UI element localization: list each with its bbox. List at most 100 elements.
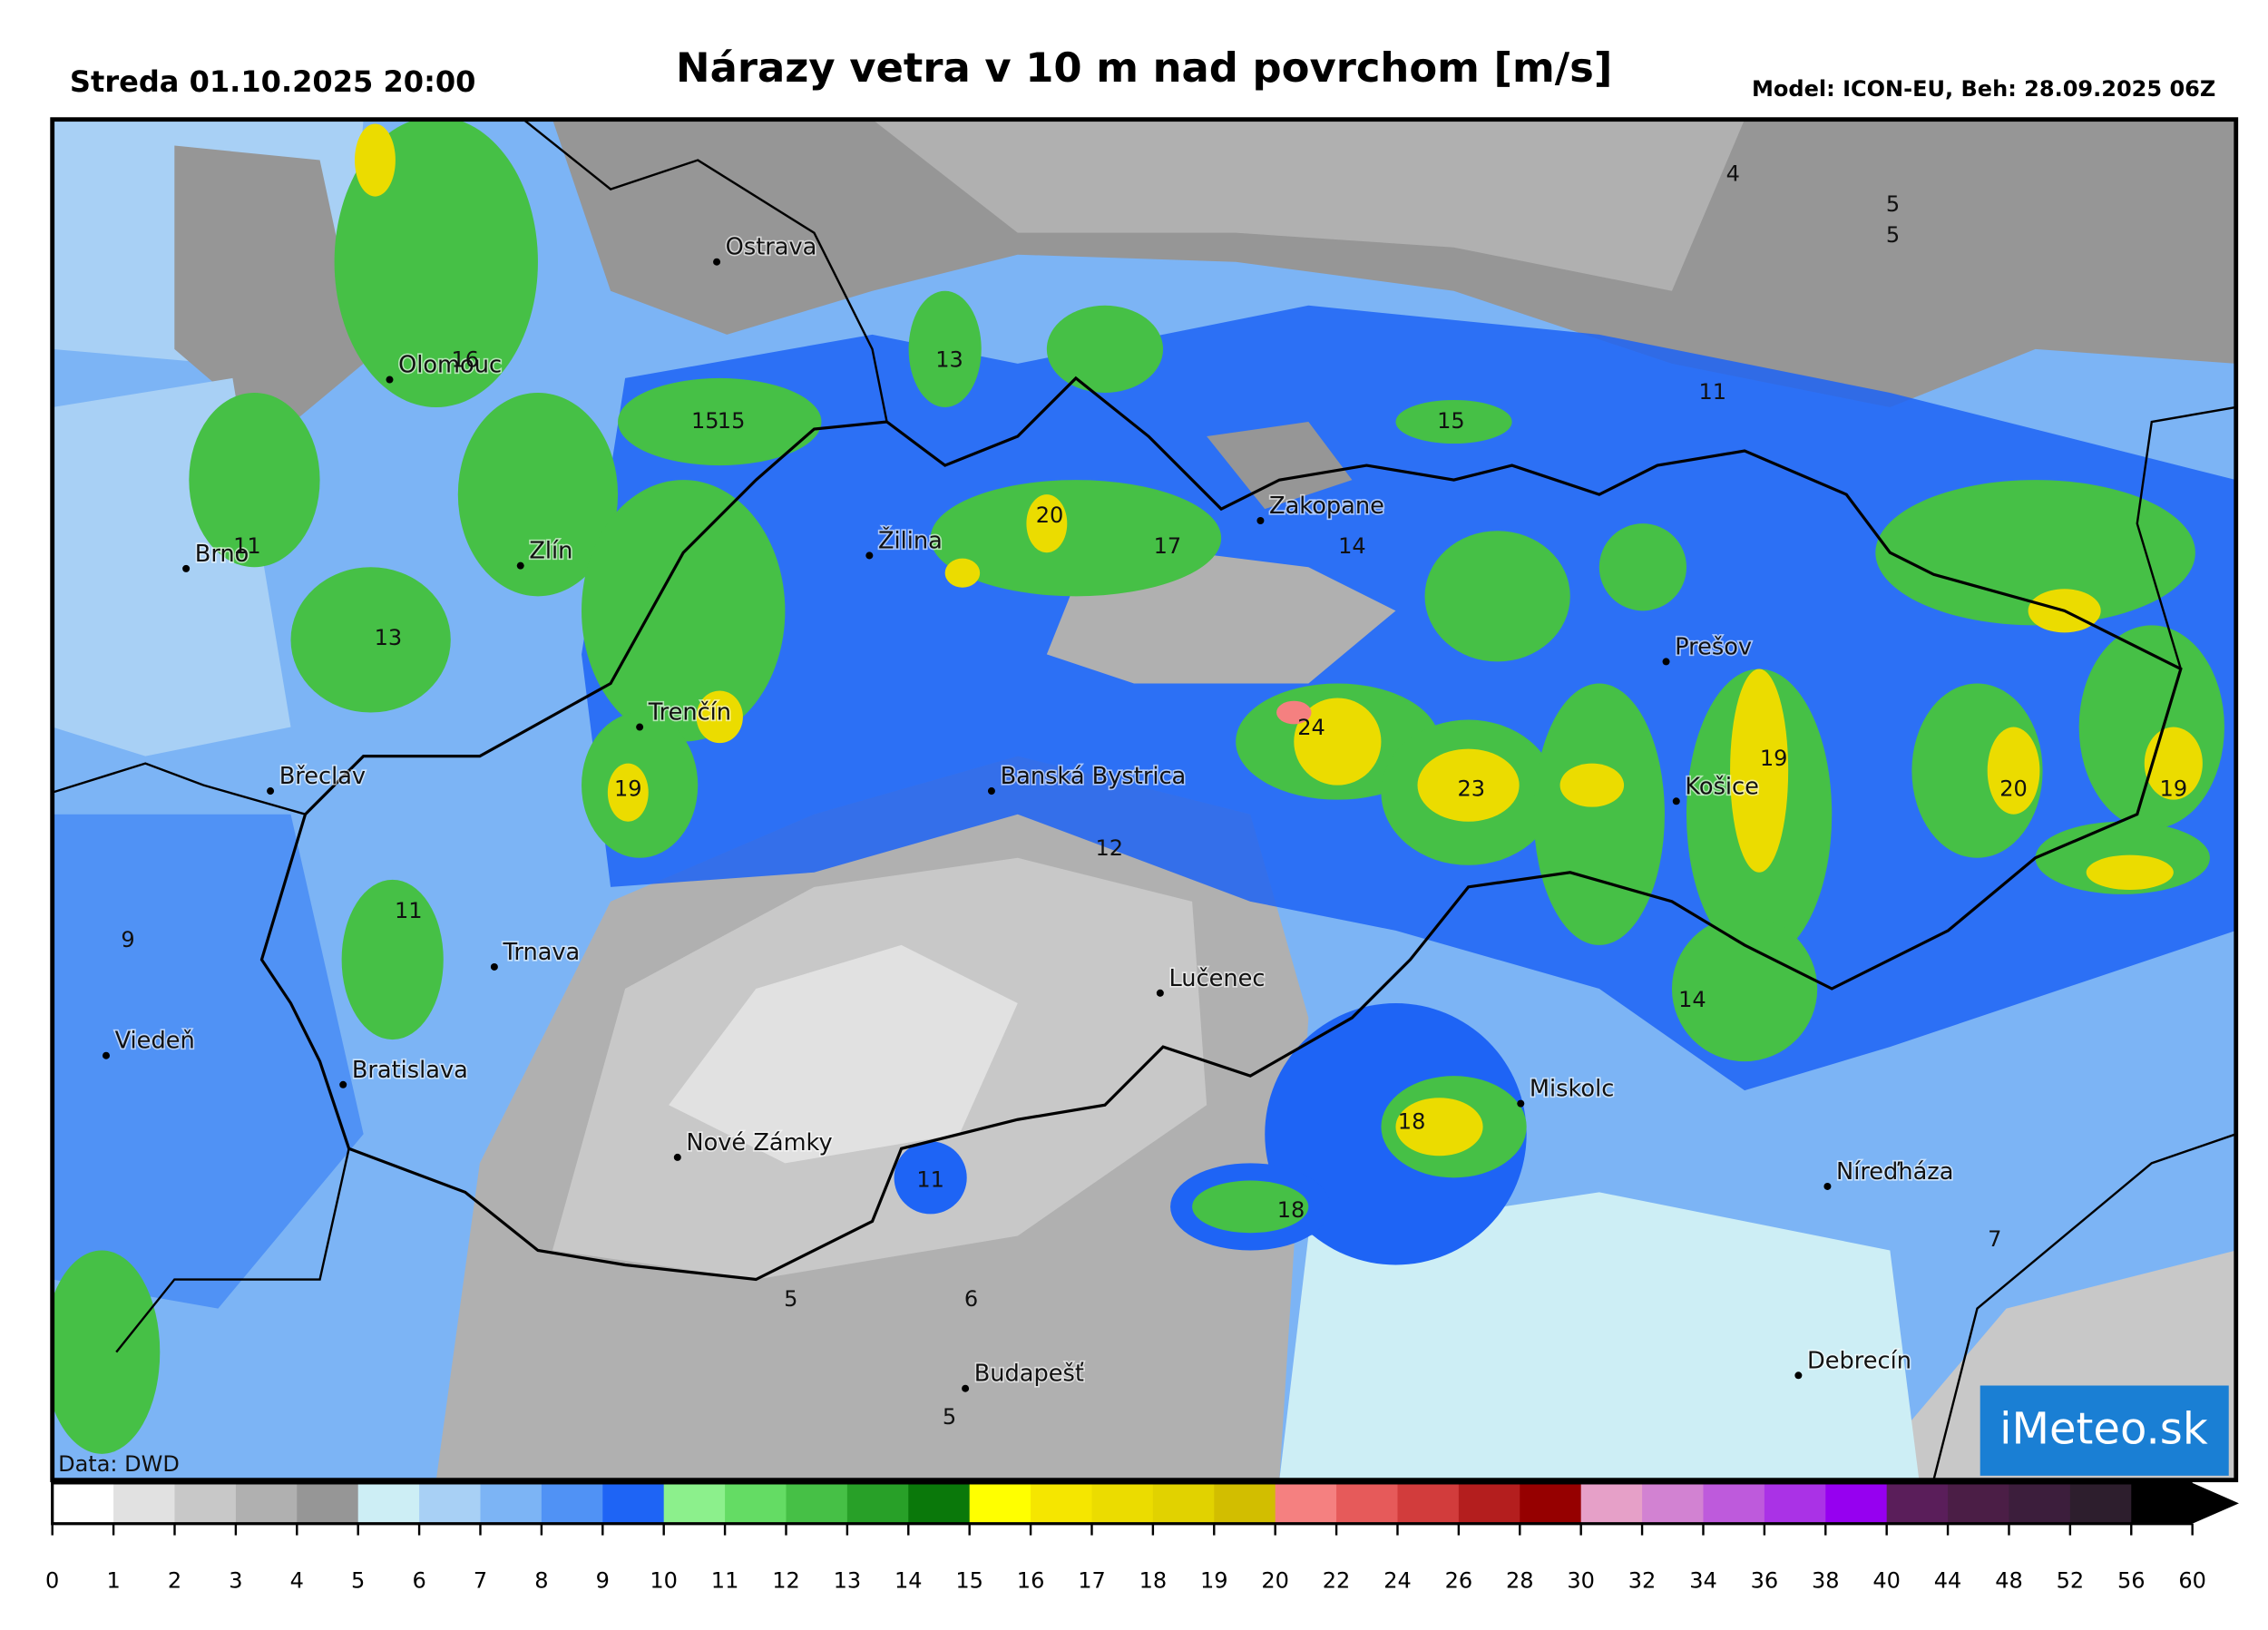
city-label: Níreďháza bbox=[1836, 1158, 1953, 1186]
colorbar-swatch bbox=[113, 1482, 176, 1524]
city-label: Miskolc bbox=[1530, 1076, 1614, 1103]
wind-value: 19 bbox=[614, 776, 642, 801]
map-frame bbox=[50, 117, 2239, 1483]
wind-value: 15 bbox=[1437, 408, 1465, 434]
city-dot bbox=[1662, 658, 1670, 666]
wind-value: 17 bbox=[1154, 533, 1182, 559]
colorbar-tick-label: 32 bbox=[1628, 1567, 1657, 1593]
colorbar-swatch bbox=[357, 1482, 420, 1524]
wind-value: 5 bbox=[784, 1286, 797, 1312]
colorbar-swatch bbox=[541, 1482, 604, 1524]
city-label: Břeclav bbox=[279, 763, 366, 790]
colorbar-tick-label: 28 bbox=[1506, 1567, 1534, 1593]
colorbar-tick-label: 14 bbox=[894, 1567, 923, 1593]
colorbar-swatch bbox=[1703, 1482, 1765, 1524]
colorbar-tick-label: 1 bbox=[106, 1567, 120, 1593]
wind-value: 16 bbox=[452, 347, 480, 373]
colorbar-tick-label: 60 bbox=[2178, 1567, 2206, 1593]
colorbar: 0 1 2 3 4 5 6 7 8 9 10 11 12 13 14 15 16 17 18 19 20 22 24 26 28… bbox=[45, 1481, 2239, 1593]
wind-value: 4 bbox=[1726, 161, 1740, 187]
colorbar-tick-label: 18 bbox=[1139, 1567, 1168, 1593]
city-dot bbox=[1794, 1371, 1803, 1380]
wind-value: 15 bbox=[718, 408, 746, 434]
date: Streda 01.10.2025 20:00 bbox=[70, 64, 476, 99]
colorbar-tick-label: 4 bbox=[290, 1567, 304, 1593]
colorbar-tick-label: 19 bbox=[1200, 1567, 1228, 1593]
city-dot bbox=[386, 376, 394, 384]
colorbar-outline bbox=[51, 1481, 2193, 1526]
city-label: Košice bbox=[1685, 773, 1759, 800]
colorbar-tick-label: 17 bbox=[1078, 1567, 1106, 1593]
colorbar-tick-label: 36 bbox=[1751, 1567, 1779, 1593]
wind-value: 7 bbox=[1988, 1226, 2001, 1252]
colorbar-swatch bbox=[786, 1482, 848, 1524]
city-dot bbox=[267, 787, 275, 795]
colorbar-swatch bbox=[419, 1482, 482, 1524]
city-label: Nové Zámky bbox=[686, 1129, 832, 1157]
city-dot bbox=[636, 723, 644, 731]
city-label: Lučenec bbox=[1168, 965, 1265, 992]
logo: iMeteo.sk bbox=[1999, 1404, 2208, 1455]
wind-value: 5 bbox=[943, 1404, 956, 1430]
colorbar-swatch bbox=[846, 1482, 910, 1524]
colorbar-tick-label: 52 bbox=[2057, 1567, 2085, 1593]
city-label: Prešov bbox=[1675, 633, 1752, 660]
wind-value: 18 bbox=[1398, 1108, 1426, 1134]
data-credit: Data: DWD bbox=[58, 1451, 180, 1477]
city-dot bbox=[1517, 1099, 1525, 1108]
colorbar-tick-label: 8 bbox=[534, 1567, 548, 1593]
colorbar-tick-label: 2 bbox=[168, 1567, 181, 1593]
colorbar-swatch bbox=[297, 1482, 359, 1524]
city-label: Zakopane bbox=[1269, 493, 1384, 520]
city-layer: Ostrava Olomouc Brno Zlín Žilina Zakopane Tren… bbox=[102, 232, 1955, 1392]
city-dot bbox=[1672, 797, 1680, 805]
colorbar-swatch bbox=[1152, 1482, 1216, 1524]
city-label: Debrecín bbox=[1807, 1347, 1911, 1374]
colorbar-tick-label: 34 bbox=[1689, 1567, 1717, 1593]
wind-value: 5 bbox=[1886, 222, 1900, 248]
city-label: Budapešť bbox=[974, 1361, 1084, 1388]
colorbar-swatch bbox=[1397, 1482, 1460, 1524]
city-dot bbox=[673, 1153, 681, 1161]
colorbar-swatch bbox=[1825, 1482, 1888, 1524]
city-dot bbox=[339, 1080, 347, 1088]
city-label: Trnava bbox=[502, 939, 580, 966]
colorbar-swatch bbox=[725, 1482, 787, 1524]
wind-value: 11 bbox=[395, 898, 423, 923]
wind-value: 18 bbox=[1277, 1197, 1305, 1223]
wind-value: 11 bbox=[1699, 379, 1727, 405]
city-dot bbox=[962, 1384, 970, 1392]
wind-value: 15 bbox=[691, 408, 719, 434]
colorbar-tick-label: 44 bbox=[1934, 1567, 1962, 1593]
colorbar-tick-label: 10 bbox=[650, 1567, 678, 1593]
wind-value: 13 bbox=[935, 347, 963, 373]
colorbar-swatch bbox=[1948, 1482, 2010, 1524]
colorbar-tick-label: 56 bbox=[2117, 1567, 2146, 1593]
colorbar-swatch bbox=[2069, 1482, 2133, 1524]
colorbar-swatch bbox=[969, 1482, 1031, 1524]
city-label: Viedeň bbox=[115, 1028, 195, 1055]
city-label: Žilina bbox=[878, 527, 943, 554]
colorbar-swatch bbox=[480, 1482, 543, 1524]
wind-value: 20 bbox=[1036, 503, 1064, 528]
wind-value: 12 bbox=[1095, 835, 1123, 861]
colorbar-swatch bbox=[235, 1482, 298, 1524]
colorbar-swatch bbox=[1031, 1482, 1093, 1524]
city-dot bbox=[987, 787, 995, 795]
model-info: Model: ICON-EU, Beh: 28.09.2025 06Z bbox=[1752, 76, 2215, 102]
wind-value: 5 bbox=[1886, 191, 1900, 217]
colorbar-swatch bbox=[1764, 1482, 1827, 1524]
wind-value: 11 bbox=[233, 533, 261, 559]
wind-value: 19 bbox=[1760, 746, 1788, 771]
colorbar-arrow bbox=[2131, 1482, 2239, 1524]
city-dot bbox=[102, 1051, 110, 1059]
city-dot bbox=[182, 564, 191, 572]
colorbar-tick-label: 12 bbox=[772, 1567, 800, 1593]
colorbar-tick-label: 0 bbox=[45, 1567, 59, 1593]
city-label: Bratislava bbox=[352, 1057, 468, 1084]
colorbar-tick-label: 15 bbox=[955, 1567, 983, 1593]
city-label: Ostrava bbox=[726, 234, 817, 261]
colorbar-swatch bbox=[1275, 1482, 1337, 1524]
wind-value: 23 bbox=[1458, 776, 1486, 801]
